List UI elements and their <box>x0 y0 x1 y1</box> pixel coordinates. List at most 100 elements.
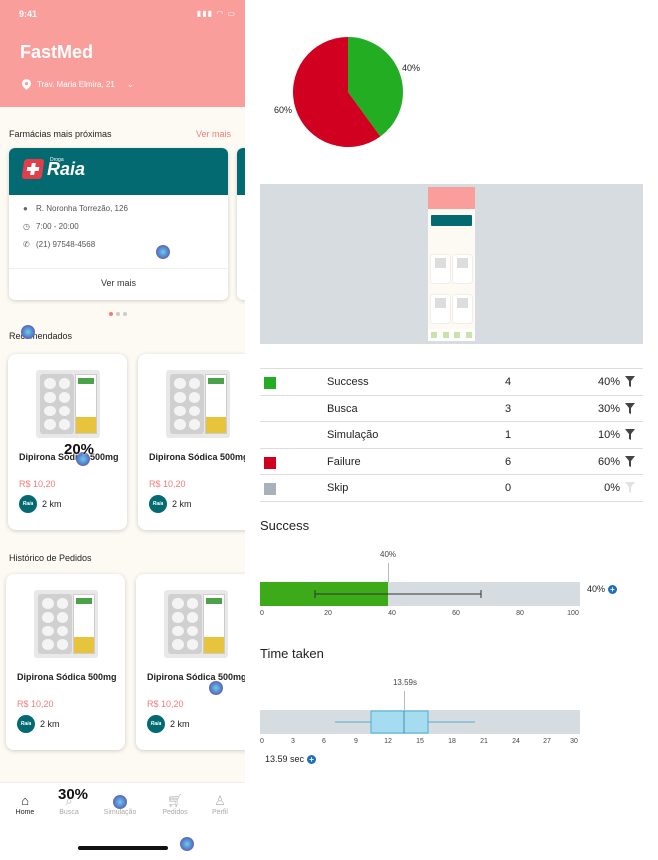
success-bar <box>260 582 580 606</box>
axis-tick: 30 <box>570 738 578 745</box>
tab-busca[interactable]: ⌕ Busca <box>45 793 93 816</box>
cart-icon: 🛒︎ <box>166 793 184 808</box>
success-side-value[interactable]: 40% + <box>587 584 618 594</box>
location-pin-icon: ● <box>23 204 28 213</box>
app-header: 9:41 ▮▮▮ ◠ ▭ FastMed Trav. Maria Elmira,… <box>0 0 245 107</box>
heat-spot <box>156 245 170 259</box>
heat-spot <box>113 795 127 809</box>
order-card[interactable]: Dipirona Sódica 500mg R$ 10,20 Raia 2 km <box>6 574 125 750</box>
product-store: Raia 2 km <box>149 495 192 513</box>
heat-spot <box>209 681 223 695</box>
app-title: FastMed <box>20 42 94 62</box>
axis-tick: 9 <box>354 738 358 745</box>
pie-label-success: 40% <box>402 63 421 73</box>
home-indicator <box>78 846 168 850</box>
product-distance: 2 km <box>42 499 62 509</box>
product-name: Dipirona Sódica 500mg <box>149 452 245 462</box>
product-price: R$ 10,20 <box>17 699 54 709</box>
product-store: Raia 2 km <box>147 715 190 733</box>
pie-label-failure: 60% <box>274 105 293 115</box>
pharmacy-hours: ◷ 7:00 - 20:00 <box>23 222 79 231</box>
screen-thumbnail[interactable] <box>260 184 643 344</box>
carousel-dot <box>109 312 113 316</box>
time-box-plot <box>260 710 580 734</box>
axis-tick: 12 <box>384 738 392 745</box>
pharmacy-card-next[interactable] <box>237 148 245 300</box>
plus-circle-icon[interactable]: + <box>307 754 317 764</box>
success-range-whisker <box>314 590 482 598</box>
heat-label: 20% <box>64 441 95 458</box>
filter-icon[interactable] <box>625 429 635 441</box>
nearby-title: Farmácias mais próximas <box>9 129 112 139</box>
time-side-value[interactable]: 13.59 sec + <box>265 754 317 764</box>
phone-icon: ✆ <box>23 240 30 249</box>
recommended-title: Recomendados <box>9 331 73 341</box>
table-row[interactable]: Failure 6 60% <box>260 449 643 476</box>
see-more-link[interactable]: Ver mais <box>195 129 231 139</box>
history-title: Histórico de Pedidos <box>9 553 92 563</box>
plus-circle-icon[interactable]: + <box>608 584 618 594</box>
table-row[interactable]: Simulação 1 10% <box>260 422 643 449</box>
time-marker <box>404 691 405 710</box>
axis-tick: 24 <box>512 738 520 745</box>
filter-icon[interactable] <box>625 455 635 467</box>
filter-icon[interactable] <box>625 402 635 414</box>
axis-tick: 18 <box>448 738 456 745</box>
filter-icon[interactable] <box>625 376 635 387</box>
pharmacy-banner: Raia Droga <box>9 148 228 195</box>
medicine-image <box>36 370 100 438</box>
table-row[interactable]: Success 4 40% <box>260 369 643 396</box>
search-icon: ⌕ <box>65 793 73 808</box>
home-icon: ⌂ <box>21 793 29 808</box>
axis-tick: 6 <box>322 738 326 745</box>
cross-icon <box>21 159 45 179</box>
chevron-down-icon: ⌄ <box>126 79 135 89</box>
tab-perfil[interactable]: ♙ Perfil <box>196 793 244 816</box>
table-row[interactable]: Busca 3 30% <box>260 396 643 423</box>
axis-tick: 20 <box>324 610 332 617</box>
axis-tick: 21 <box>480 738 488 745</box>
outcome-pie-chart: 40% 60% <box>270 30 430 154</box>
product-distance: 2 km <box>172 499 192 509</box>
product-name: Dipirona Sódica 500mg <box>17 672 117 682</box>
product-price: R$ 10,20 <box>149 479 186 489</box>
tab-home[interactable]: ⌂ Home <box>1 793 49 816</box>
table-row[interactable]: Skip 0 0% <box>260 475 643 502</box>
pharmacy-more-button[interactable]: Ver mais <box>100 278 136 288</box>
raia-logo-icon: Raia <box>147 715 165 733</box>
axis-tick: 15 <box>416 738 424 745</box>
axis-tick: 27 <box>543 738 551 745</box>
success-title: Success <box>260 518 310 533</box>
tab-pedidos[interactable]: 🛒︎ Pedidos <box>151 793 199 816</box>
location-text: Trav. Maria Elmira, 21 <box>37 80 115 89</box>
product-card[interactable]: Dipirona Sódica 500mg R$ 10,20 Raia 2 km <box>8 354 127 530</box>
heat-label: 30% <box>58 786 89 803</box>
carousel-dots <box>109 312 127 316</box>
medicine-image <box>164 590 228 658</box>
order-card[interactable]: Dipirona Sódica 500mg R$ 10,20 Raia 2 km <box>136 574 245 750</box>
pie-slice-success <box>348 37 403 137</box>
pie-svg <box>292 37 403 147</box>
pie-slice-failure <box>292 37 381 147</box>
raia-logo-icon: Raia <box>149 495 167 513</box>
heat-spot <box>76 452 90 466</box>
carousel-dot <box>123 312 127 316</box>
product-price: R$ 10,20 <box>147 699 184 709</box>
heat-spot <box>180 837 194 851</box>
axis-tick: 0 <box>260 738 264 745</box>
filter-icon-disabled <box>625 482 635 494</box>
divider <box>9 268 228 269</box>
axis-tick: 80 <box>516 610 524 617</box>
pharmacy-address: ● R. Noronha Torrezão, 126 <box>23 204 128 213</box>
success-value-label: 40% <box>379 550 397 559</box>
time-median-label: 13.59s <box>392 678 418 687</box>
pharmacy-card[interactable]: Raia Droga ● R. Noronha Torrezão, 126 ◷ … <box>9 148 228 300</box>
axis-tick: 40 <box>388 610 396 617</box>
medicine-image <box>34 590 98 658</box>
location-selector[interactable]: Trav. Maria Elmira, 21 ⌄ <box>22 79 134 90</box>
carousel-dot <box>116 312 120 316</box>
axis-tick: 3 <box>291 738 295 745</box>
product-card[interactable]: Dipirona Sódica 500mg R$ 10,20 Raia 2 km <box>138 354 245 530</box>
thumbnail-phone <box>428 187 475 341</box>
